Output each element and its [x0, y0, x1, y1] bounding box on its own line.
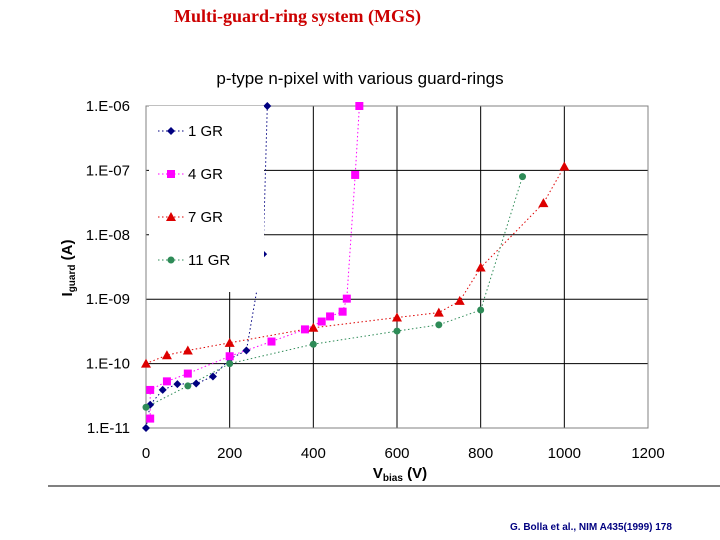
data-point-1-gr	[208, 372, 217, 381]
data-point-11-gr	[226, 360, 234, 368]
series-lines	[145, 105, 565, 429]
citation: G. Bolla et al., NIM A435(1999) 178	[510, 522, 672, 533]
series-line-1-gr	[145, 105, 268, 429]
x-tick-labels: 0 200 400 600 800 1000 1200	[142, 445, 665, 462]
y-tick-label: 1.E-11	[87, 420, 130, 437]
data-point-1-gr	[242, 346, 251, 355]
data-point-7-gr	[161, 350, 172, 360]
data-point-4-gr	[326, 312, 335, 321]
x-tick-label: 600	[384, 445, 409, 462]
y-tick-label: 1.E-10	[86, 356, 130, 373]
data-point-1-gr	[142, 424, 150, 432]
y-tick-label: 1.E-08	[86, 227, 130, 244]
y-tick-label: 1.E-06	[86, 98, 130, 115]
slide-title: Multi-guard-ring system (MGS)	[174, 6, 421, 26]
data-point-7-gr	[141, 358, 151, 368]
plot-frame	[145, 105, 649, 429]
data-point-7-gr	[454, 295, 465, 305]
data-point-4-gr	[146, 385, 155, 394]
chart-legend: 1 GR 4 GR 7 GR 11 GR	[149, 106, 264, 292]
y-tick-label: 1.E-09	[86, 291, 130, 308]
y-tick-labels: 1.E-11 1.E-10 1.E-09 1.E-08 1.E-07 1.E-06	[86, 98, 130, 437]
x-tick-label: 1200	[631, 445, 664, 462]
data-point-1-gr	[263, 102, 272, 110]
data-point-11-gr	[477, 306, 485, 314]
series-points	[141, 102, 570, 432]
data-point-7-gr	[559, 161, 570, 171]
y-axis-label: Iguard (A)	[59, 240, 78, 297]
data-point-7-gr	[182, 345, 193, 355]
legend-marker-4-gr	[167, 170, 175, 178]
legend-marker-11-gr	[167, 256, 175, 264]
data-point-4-gr	[300, 325, 309, 334]
series-line-7-gr	[145, 166, 565, 365]
x-tick-label: 0	[142, 445, 150, 462]
data-point-4-gr	[351, 170, 360, 179]
data-point-4-gr	[267, 337, 276, 346]
legend-label-1-gr: 1 GR	[188, 123, 223, 140]
data-point-11-gr	[184, 382, 192, 390]
data-point-4-gr	[317, 317, 326, 326]
data-point-4-gr	[146, 414, 155, 423]
data-point-4-gr	[355, 102, 364, 110]
data-point-11-gr	[309, 340, 317, 348]
x-axis-label: Vbias (V)	[373, 465, 427, 484]
data-point-11-gr	[142, 403, 150, 411]
legend-marker-7-gr	[166, 212, 176, 221]
data-point-1-gr	[173, 380, 182, 389]
legend-label-4-gr: 4 GR	[188, 166, 223, 183]
data-point-4-gr	[162, 377, 171, 386]
data-point-7-gr	[538, 198, 549, 208]
x-tick-label: 200	[217, 445, 242, 462]
data-point-7-gr	[224, 337, 235, 347]
plot-border	[145, 105, 649, 429]
data-point-7-gr	[308, 322, 319, 332]
legend-label-11-gr: 11 GR	[188, 252, 230, 269]
legend-label-7-gr: 7 GR	[188, 209, 223, 226]
data-point-4-gr	[342, 294, 351, 303]
data-point-4-gr	[183, 369, 192, 378]
data-point-1-gr	[192, 379, 201, 388]
data-point-11-gr	[435, 321, 443, 329]
chart-title: p-type n-pixel with various guard-rings	[216, 69, 503, 88]
x-tick-label: 800	[468, 445, 493, 462]
legend-marker-1-gr	[167, 127, 175, 135]
data-point-11-gr	[393, 327, 401, 335]
data-point-7-gr	[433, 307, 444, 317]
data-point-7-gr	[475, 262, 486, 272]
data-point-4-gr	[338, 307, 347, 316]
series-line-11-gr	[145, 176, 523, 408]
data-point-1-gr	[158, 385, 167, 394]
x-tick-label: 400	[301, 445, 326, 462]
data-point-4-gr	[225, 352, 234, 361]
x-tick-label: 1000	[548, 445, 581, 462]
data-point-11-gr	[519, 173, 526, 181]
y-tick-label: 1.E-07	[86, 162, 130, 179]
data-point-7-gr	[392, 312, 402, 322]
